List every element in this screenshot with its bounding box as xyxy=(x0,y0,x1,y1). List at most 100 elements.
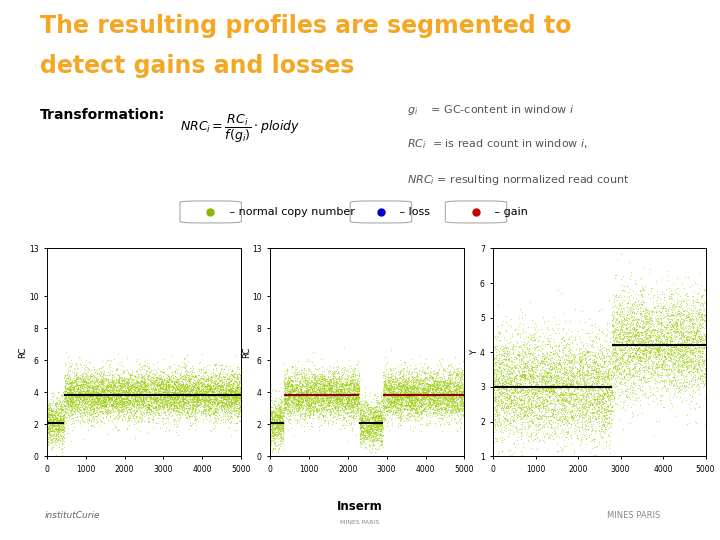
Point xyxy=(446,402,457,410)
Point xyxy=(544,420,556,428)
Point xyxy=(521,370,532,379)
Point xyxy=(196,397,207,406)
Point xyxy=(78,379,89,388)
Point xyxy=(430,374,441,382)
Point xyxy=(295,409,307,418)
Point xyxy=(194,395,206,404)
Point xyxy=(124,389,135,397)
Point xyxy=(87,388,99,396)
Point xyxy=(338,407,349,415)
Point xyxy=(104,399,116,408)
Point xyxy=(528,359,540,367)
Point xyxy=(158,368,170,376)
Point xyxy=(572,408,584,417)
Point xyxy=(334,395,346,403)
Point xyxy=(272,423,284,432)
Point xyxy=(287,387,299,396)
Point xyxy=(431,376,442,385)
Point xyxy=(179,386,191,394)
Point xyxy=(677,346,688,355)
Point xyxy=(271,424,282,433)
Point xyxy=(97,397,109,406)
Point xyxy=(424,402,436,411)
Point xyxy=(91,378,103,387)
Point xyxy=(625,329,636,338)
Point xyxy=(199,405,211,414)
Point xyxy=(683,292,694,300)
Point xyxy=(356,411,367,420)
Point xyxy=(626,312,638,320)
Point xyxy=(299,386,310,395)
Point xyxy=(640,338,652,347)
Point xyxy=(225,388,237,397)
Point xyxy=(541,372,552,380)
Point xyxy=(543,359,554,368)
Point xyxy=(513,427,524,436)
Point xyxy=(159,388,171,396)
Point xyxy=(456,389,467,397)
Point xyxy=(69,377,81,386)
Point xyxy=(496,359,508,367)
Point xyxy=(402,396,413,405)
Point xyxy=(189,379,201,387)
Point xyxy=(268,420,279,428)
Point xyxy=(207,390,219,399)
Point xyxy=(637,354,649,362)
Point xyxy=(405,383,416,392)
Point xyxy=(394,393,405,401)
Point xyxy=(317,397,328,406)
Point xyxy=(564,380,575,388)
Point xyxy=(402,408,413,417)
Point xyxy=(647,366,659,374)
Point xyxy=(395,405,406,414)
Point xyxy=(186,400,197,408)
Point xyxy=(230,395,242,403)
Point xyxy=(587,385,598,394)
Point xyxy=(300,395,311,404)
Point xyxy=(88,381,99,389)
Point xyxy=(112,426,124,434)
Point xyxy=(456,383,468,391)
Point xyxy=(444,375,455,384)
Point xyxy=(495,395,506,404)
Point xyxy=(284,375,295,383)
Point xyxy=(389,388,400,396)
Point xyxy=(42,423,54,432)
Point xyxy=(84,384,95,393)
Point xyxy=(400,394,411,403)
Point xyxy=(61,370,73,379)
Point xyxy=(188,393,199,402)
Point xyxy=(330,398,342,407)
Point xyxy=(297,365,308,374)
Point xyxy=(695,341,706,350)
Point xyxy=(115,384,127,393)
Point xyxy=(516,372,528,381)
Point xyxy=(288,395,300,404)
Point xyxy=(683,367,695,376)
Point xyxy=(383,384,395,393)
Point xyxy=(204,416,215,425)
Point xyxy=(647,350,658,359)
Point xyxy=(348,396,360,404)
Point xyxy=(494,389,505,398)
Point xyxy=(385,392,397,401)
Point xyxy=(369,417,381,426)
Point xyxy=(71,375,83,383)
Point xyxy=(563,391,575,400)
Point xyxy=(80,389,91,398)
Point xyxy=(606,386,617,394)
Point xyxy=(450,393,462,402)
Point xyxy=(588,377,599,386)
Point xyxy=(413,404,425,413)
Point xyxy=(608,379,620,387)
Point xyxy=(357,431,369,440)
Point xyxy=(187,394,199,402)
Point xyxy=(370,420,382,429)
Point xyxy=(189,372,201,381)
Point xyxy=(356,416,367,425)
Point xyxy=(387,372,398,381)
Point xyxy=(552,364,564,373)
Point xyxy=(47,419,58,428)
Point xyxy=(367,440,379,449)
Point xyxy=(285,400,297,408)
